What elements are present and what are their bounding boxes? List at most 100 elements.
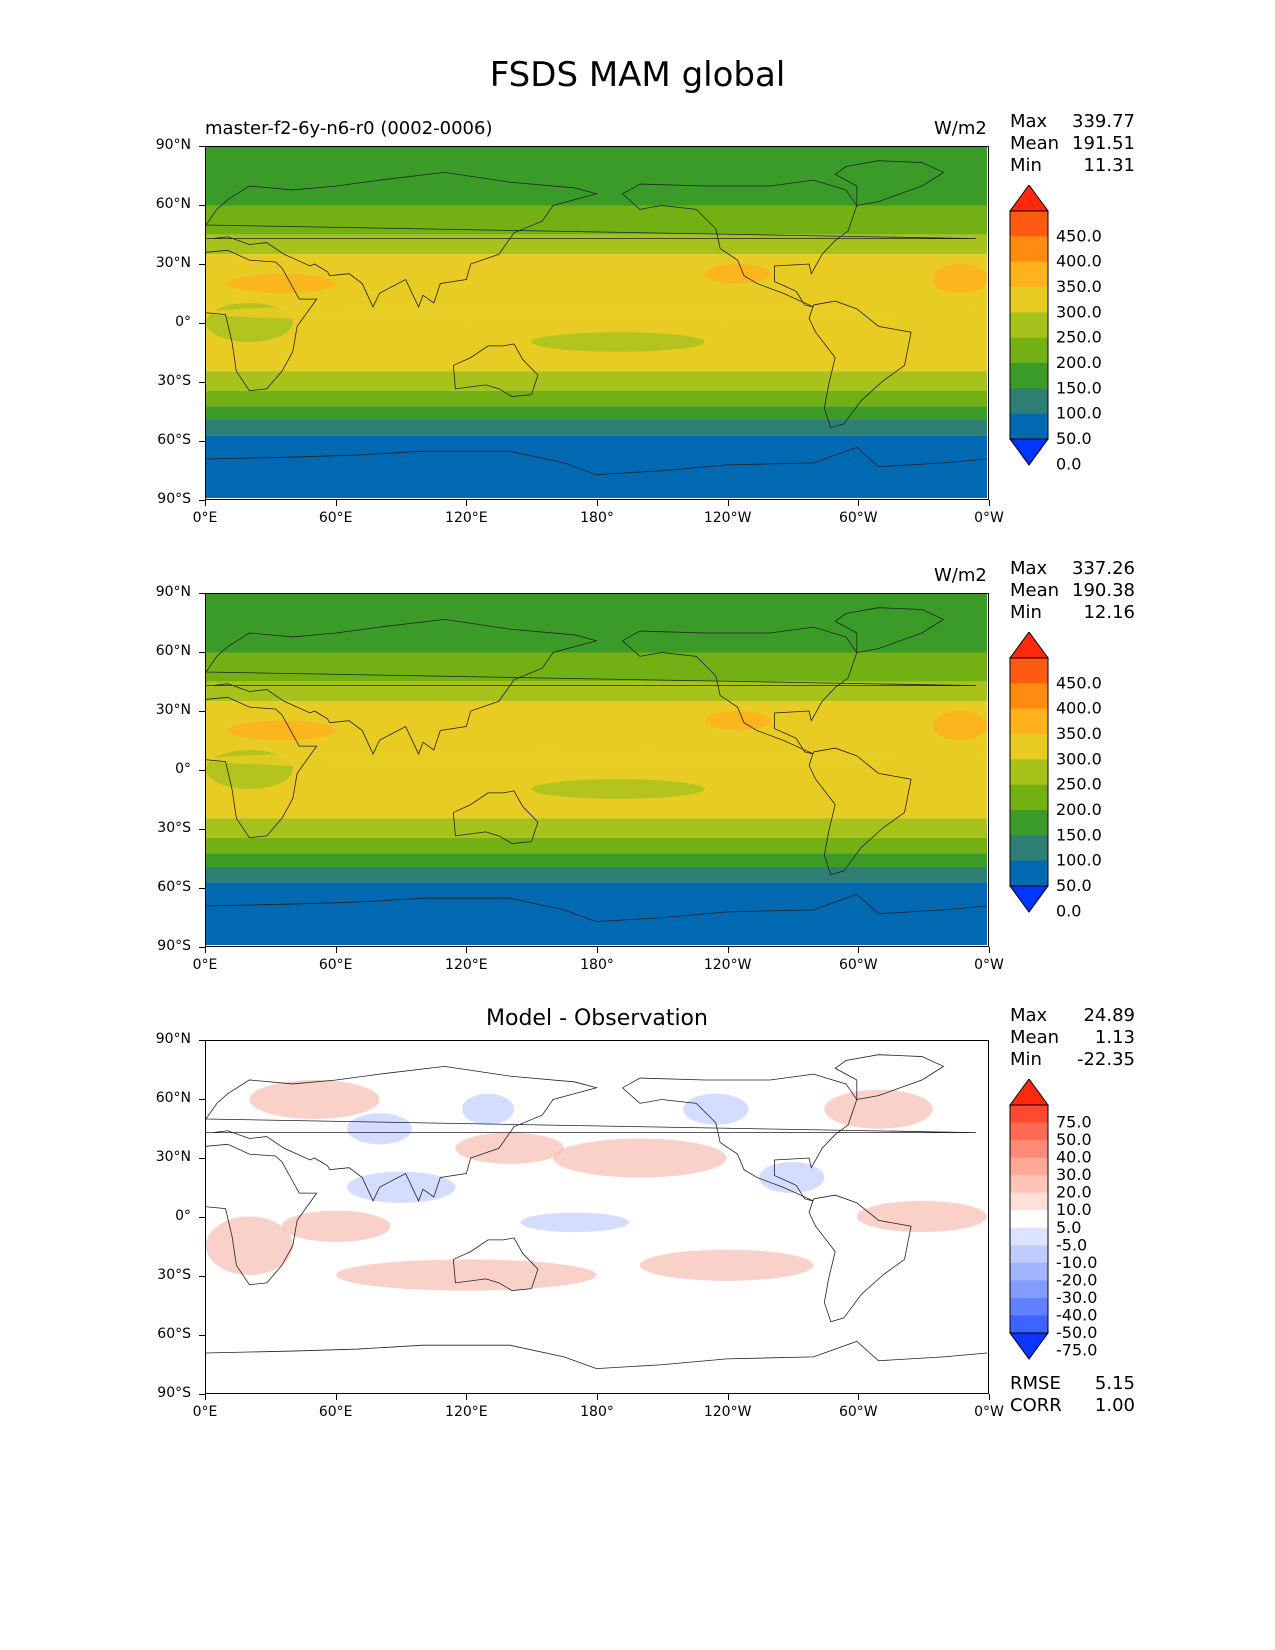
- field-plot: [206, 594, 987, 945]
- y-tick-mark: [199, 205, 205, 206]
- y-tick-label: 0°: [175, 761, 191, 777]
- y-tick-mark: [199, 1040, 205, 1041]
- y-tick-mark: [199, 829, 205, 830]
- panel2-map[interactable]: [205, 593, 989, 947]
- x-tick-mark: [858, 1394, 860, 1400]
- colorbar-level-label: 300.0: [1056, 749, 1102, 768]
- field-band-2: [206, 681, 987, 702]
- y-tick-mark: [199, 1217, 205, 1218]
- colorbar-level-label: 250.0: [1056, 775, 1102, 794]
- colorbar-segment: [1010, 363, 1048, 389]
- colorbar-segment: [1010, 1245, 1048, 1264]
- field-band-4: [206, 818, 987, 838]
- colorbar-segment: [1010, 734, 1048, 760]
- field-band-1: [206, 205, 987, 235]
- field-feature-6: [206, 750, 987, 770]
- field-feature-5: [336, 162, 987, 186]
- field-plot: [206, 1041, 987, 1392]
- colorbar-level-label: 200.0: [1056, 353, 1102, 372]
- colorbar-segment: [1010, 287, 1048, 313]
- colorbar-level-label: 50.0: [1056, 876, 1092, 895]
- x-tick-label: 120°E: [445, 957, 488, 973]
- colorbar-segment: [1010, 1175, 1048, 1194]
- figure-title: FSDS MAM global: [489, 55, 786, 95]
- y-tick-label: 60°S: [157, 1326, 191, 1342]
- colorbar-level-label: 150.0: [1056, 378, 1102, 397]
- x-tick-label: 60°W: [838, 1404, 878, 1420]
- colorbar-level-label: 10.0: [1056, 1200, 1092, 1219]
- y-tick-label: 30°N: [155, 1149, 191, 1165]
- colorbar-level-label: 250.0: [1056, 328, 1102, 347]
- diff-anomaly-9: [759, 1161, 825, 1194]
- coastline-5: [834, 160, 945, 206]
- colorbar-segment: [1010, 1140, 1048, 1159]
- colorbar-level-label: 50.0: [1056, 1130, 1092, 1149]
- colorbar-level-label: 20.0: [1056, 1183, 1092, 1202]
- panel2-units-label: W/m2: [934, 565, 987, 586]
- coastline-4: [808, 1194, 912, 1323]
- x-tick-mark: [597, 947, 598, 953]
- y-tick-label: 30°S: [157, 373, 191, 389]
- colorbar-level-label: 350.0: [1056, 277, 1102, 296]
- colorbar-segment: [1010, 860, 1048, 887]
- y-tick-label: 30°S: [157, 1267, 191, 1283]
- colorbar-segment: [1010, 312, 1048, 339]
- panel1-units-label: W/m2: [934, 118, 987, 139]
- panel3-title: Model - Observation: [486, 1006, 708, 1031]
- field-plot: [206, 147, 987, 498]
- y-tick-mark: [199, 1335, 205, 1336]
- field-feature-6: [206, 303, 987, 323]
- x-tick-label: 180°: [580, 957, 614, 973]
- coastline-6: [206, 1340, 987, 1370]
- colorbar-segment: [1010, 1122, 1048, 1141]
- y-tick-label: 90°N: [155, 137, 191, 153]
- diff-anomaly-13: [206, 1216, 293, 1275]
- colorbar-level-label: 300.0: [1056, 302, 1102, 321]
- y-tick-mark: [199, 146, 205, 147]
- x-tick-label: 120°W: [703, 510, 752, 526]
- x-tick-mark: [335, 500, 337, 506]
- x-tick-label: 0°W: [974, 957, 1004, 973]
- panel3-stats: Max 24.89 Mean 1.13 Min -22.35: [1010, 1005, 1135, 1070]
- panel1-map[interactable]: [205, 146, 989, 500]
- field-feature-3: [704, 711, 771, 731]
- coastline-0: [206, 696, 318, 839]
- x-tick-mark: [858, 947, 860, 953]
- panel3-map[interactable]: [205, 1040, 989, 1394]
- y-tick-label: 60°S: [157, 432, 191, 448]
- y-tick-label: 60°N: [155, 643, 191, 659]
- field-feature-2: [227, 273, 337, 294]
- panel1-stats: Max 339.77 Mean 191.51 Min 11.31: [1010, 111, 1135, 176]
- diff-anomaly-4: [347, 1171, 456, 1203]
- field-feature-5: [336, 609, 987, 633]
- coastline-1: [206, 1065, 977, 1202]
- panel1-case-label: master-f2-6y-n6-r0 (0002-0006): [205, 118, 493, 139]
- y-tick-label: 60°N: [155, 196, 191, 212]
- x-tick-mark: [205, 1394, 206, 1400]
- coastline-1: [206, 171, 977, 308]
- y-tick-mark: [199, 947, 205, 948]
- diff-anomaly-5: [520, 1212, 630, 1233]
- colorbar-level-label: 100.0: [1056, 404, 1102, 423]
- colorbar-segment: [1010, 388, 1048, 415]
- colorbar-level-label: 450.0: [1056, 226, 1102, 245]
- y-tick-mark: [199, 382, 205, 383]
- y-tick-label: 0°: [175, 1208, 191, 1224]
- x-tick-label: 0°E: [192, 510, 218, 526]
- colorbar-level-label: 30.0: [1056, 1165, 1092, 1184]
- colorbar-segment: [1010, 784, 1048, 811]
- x-tick-mark: [727, 947, 729, 953]
- y-tick-label: 90°N: [155, 584, 191, 600]
- field-band-6: [206, 853, 987, 867]
- x-tick-label: 180°: [580, 1404, 614, 1420]
- diff-anomaly-6: [683, 1093, 749, 1125]
- field-band-7: [206, 867, 987, 883]
- diff-anomaly-11: [336, 1259, 597, 1291]
- field-band-8: [206, 435, 987, 498]
- field-feature-3: [704, 264, 771, 284]
- panel2-stats: Max 337.26 Mean 190.38 Min 12.16: [1010, 558, 1135, 623]
- colorbar-level-label: 100.0: [1056, 851, 1102, 870]
- diff-anomaly-3: [455, 1132, 564, 1164]
- x-tick-mark: [989, 500, 990, 506]
- x-tick-mark: [205, 500, 206, 506]
